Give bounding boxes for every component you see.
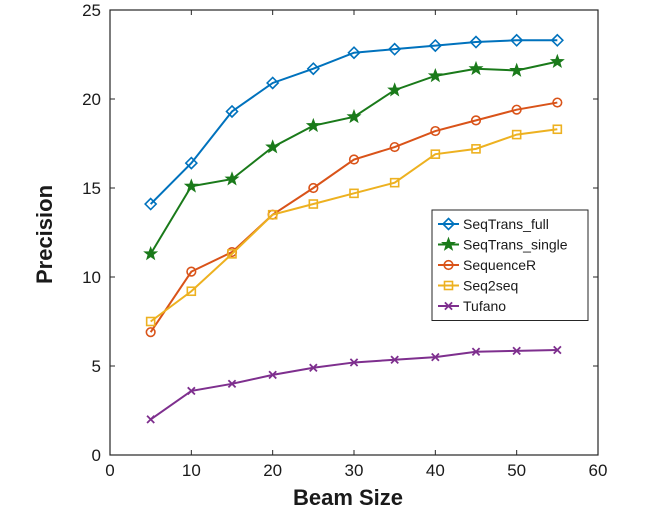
data-point bbox=[347, 46, 361, 60]
series-SeqTrans_full bbox=[144, 33, 564, 211]
legend-item-SequenceR: SequenceR bbox=[438, 257, 536, 273]
data-point bbox=[469, 35, 483, 49]
data-point bbox=[308, 182, 319, 194]
y-tick-label: 15 bbox=[82, 179, 101, 198]
y-tick-label: 10 bbox=[82, 268, 101, 287]
legend-label: SequenceR bbox=[463, 257, 536, 273]
data-point bbox=[550, 33, 564, 47]
y-tick-label: 5 bbox=[92, 357, 101, 376]
data-point bbox=[145, 327, 156, 338]
data-point bbox=[346, 108, 362, 124]
legend-item-SeqTrans_single: SeqTrans_single bbox=[438, 237, 568, 253]
x-tick-label: 40 bbox=[426, 461, 445, 480]
series-SequenceR bbox=[145, 97, 563, 338]
data-point bbox=[431, 352, 440, 362]
data-point bbox=[552, 124, 563, 135]
data-point bbox=[305, 117, 321, 133]
data-point bbox=[509, 62, 525, 77]
data-point bbox=[348, 154, 360, 165]
y-tick-label: 0 bbox=[92, 446, 101, 465]
data-point bbox=[553, 345, 562, 355]
legend-label: Tufano bbox=[463, 298, 506, 314]
data-point bbox=[183, 178, 199, 193]
data-point bbox=[430, 125, 441, 137]
legend-label: Seq2seq bbox=[463, 278, 518, 294]
legend-swatch-marker bbox=[443, 280, 454, 291]
data-point bbox=[266, 76, 280, 90]
data-point bbox=[510, 33, 524, 47]
data-point bbox=[186, 286, 197, 297]
data-point bbox=[145, 316, 156, 327]
data-point bbox=[549, 53, 565, 68]
data-point bbox=[511, 104, 522, 115]
data-point bbox=[186, 266, 197, 277]
series-line bbox=[149, 101, 558, 333]
legend-label: SeqTrans_single bbox=[463, 237, 568, 253]
data-point bbox=[427, 67, 443, 83]
data-point bbox=[470, 115, 482, 126]
data-point bbox=[306, 62, 320, 76]
y-tick-label: 20 bbox=[82, 90, 101, 109]
data-point bbox=[308, 199, 319, 209]
legend-swatch-marker bbox=[444, 301, 453, 311]
x-axis-label: Beam Size bbox=[293, 485, 403, 510]
legend-swatch-marker bbox=[441, 217, 456, 231]
data-point bbox=[349, 358, 359, 367]
data-point bbox=[224, 171, 240, 186]
series-layer bbox=[143, 33, 565, 424]
data-point bbox=[471, 144, 481, 154]
legend-item-Tufano: Tufano bbox=[438, 298, 506, 314]
legend-swatch-marker bbox=[443, 259, 454, 271]
data-point bbox=[143, 245, 159, 261]
legend-label: SeqTrans_full bbox=[463, 216, 549, 232]
series-line bbox=[149, 39, 558, 205]
data-point bbox=[471, 347, 481, 356]
data-point bbox=[390, 355, 399, 365]
x-tick-label: 0 bbox=[105, 461, 114, 480]
data-point bbox=[146, 415, 155, 424]
data-point bbox=[184, 156, 198, 170]
data-point bbox=[388, 42, 402, 56]
x-tick-label: 60 bbox=[589, 461, 608, 480]
legend-swatch-marker bbox=[441, 236, 456, 251]
data-point bbox=[430, 149, 441, 159]
legend-item-Seq2seq: Seq2seq bbox=[438, 278, 518, 294]
data-point bbox=[387, 82, 403, 97]
data-point bbox=[265, 139, 281, 154]
data-point bbox=[468, 60, 484, 76]
data-point bbox=[552, 97, 563, 108]
axes: 0 10 20 30 40 50 60 0 5 10 15 20 25 Beam Size Precisio… bbox=[32, 1, 607, 510]
x-tick-label: 50 bbox=[507, 461, 526, 480]
data-point bbox=[512, 346, 521, 356]
series-line bbox=[150, 128, 558, 323]
data-point bbox=[187, 386, 196, 396]
data-point bbox=[227, 379, 237, 389]
x-tick-label: 30 bbox=[345, 461, 364, 480]
data-point bbox=[511, 129, 522, 140]
data-point bbox=[389, 177, 400, 188]
data-point bbox=[144, 197, 158, 211]
y-tick-label: 25 bbox=[82, 1, 101, 20]
x-tick-label: 10 bbox=[182, 461, 201, 480]
data-point bbox=[268, 370, 277, 380]
data-point bbox=[267, 209, 278, 220]
series-Tufano bbox=[146, 345, 562, 424]
legend: SeqTrans_full SeqTrans_single SequenceR Seq… bbox=[431, 209, 589, 321]
data-point bbox=[389, 141, 400, 153]
y-axis-label: Precision bbox=[32, 185, 57, 284]
legend-item-SeqTrans_full: SeqTrans_full bbox=[438, 216, 549, 232]
data-point bbox=[428, 38, 442, 53]
series-Seq2seq bbox=[145, 124, 563, 327]
data-point bbox=[349, 188, 359, 199]
data-point bbox=[309, 363, 318, 373]
series-SeqTrans_single bbox=[143, 53, 565, 261]
x-tick-label: 20 bbox=[263, 461, 282, 480]
data-point bbox=[227, 249, 237, 259]
data-point bbox=[225, 104, 239, 119]
